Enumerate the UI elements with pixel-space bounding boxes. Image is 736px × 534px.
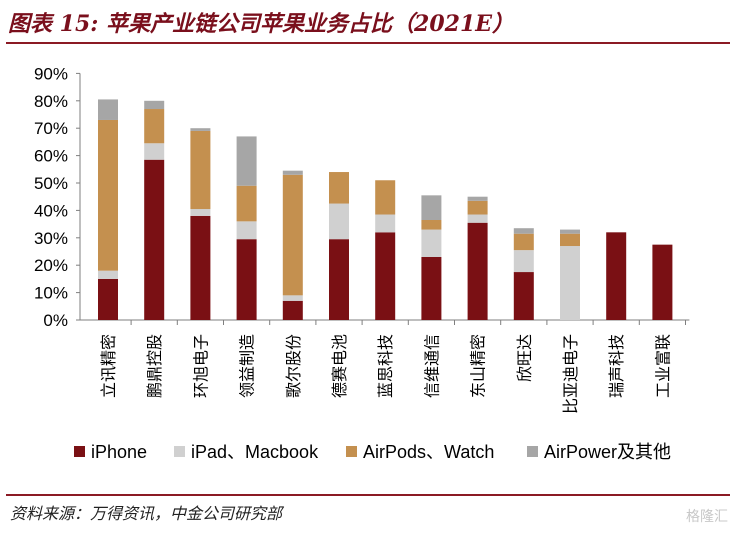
bar-segment: [236, 221, 257, 240]
source-rule: [6, 494, 730, 496]
bar-segment: [190, 215, 211, 320]
bar-segment: [467, 222, 488, 320]
bar-segment: [513, 250, 534, 273]
category-label: 东山精密: [469, 334, 488, 398]
legend: iPhone iPad、Macbook AirPods、Watch AirPower及…: [74, 442, 671, 462]
source-note: 资料来源：万得资讯，中金公司研究部: [10, 504, 283, 523]
category-label: 工业富联: [653, 334, 672, 398]
bar-segment: [513, 228, 534, 234]
y-tick-label: 0%: [43, 311, 68, 330]
category-label: 比亚迪电子: [561, 334, 580, 414]
category-label: 鹏鼎控股: [145, 334, 164, 398]
bar-segment: [236, 239, 257, 320]
bar-segment: [467, 214, 488, 223]
bar-segment: [282, 170, 303, 175]
bar-segment: [98, 99, 118, 120]
y-tick-label: 20%: [34, 256, 68, 275]
legend-label: AirPower及其他: [544, 442, 671, 462]
bar-segment: [236, 136, 257, 186]
bar-segment: [421, 229, 442, 257]
y-tick-label: 60%: [34, 147, 68, 166]
category-label: 欣旺达: [515, 334, 534, 382]
bar-segment: [375, 214, 396, 233]
legend-swatch: [346, 446, 357, 457]
legend-label: iPhone: [91, 442, 147, 462]
bar-segment: [236, 185, 257, 222]
title-rule: [6, 42, 730, 44]
y-tick-label: 70%: [34, 119, 68, 138]
category-label: 领益制造: [238, 334, 257, 398]
category-label: 德赛电池: [330, 334, 349, 398]
y-tick-label: 50%: [34, 174, 68, 193]
bar-segment: [329, 172, 349, 204]
bar-segment: [467, 196, 488, 201]
bar-segment: [190, 209, 211, 216]
legend-swatch: [174, 446, 185, 457]
category-label: 立讯精密: [99, 334, 118, 398]
bar-segment: [144, 100, 165, 110]
bar-segment: [98, 119, 118, 271]
category-label: 歌尔股份: [284, 334, 303, 398]
chart-title: 图表 15: 苹果产业链公司苹果业务占比（2021E）: [8, 11, 515, 37]
y-tick-label: 90%: [34, 64, 68, 83]
bar-segment: [375, 180, 396, 215]
y-tick-label: 40%: [34, 201, 68, 220]
bar-segment: [421, 219, 442, 230]
bar-segment: [190, 128, 211, 131]
category-label-layer: 立讯精密 鹏鼎控股 环旭电子 领益制造 歌尔股份 德赛电池 蓝思科技 信维通信 东山精密 欣旺达 比…: [99, 334, 672, 414]
bar-segment: [282, 174, 303, 296]
category-label: 信维通信: [422, 334, 441, 398]
y-tick-label: 10%: [34, 284, 68, 303]
bar-segment: [513, 233, 534, 251]
bar-segment: [375, 232, 396, 320]
category-label: 环旭电子: [191, 334, 210, 398]
category-label: 蓝思科技: [376, 334, 395, 398]
y-tick-label: 30%: [34, 229, 68, 248]
bar-segment: [560, 229, 580, 234]
bar-segment: [144, 159, 165, 320]
bar-segment: [421, 195, 442, 220]
bar-segment: [98, 270, 118, 279]
bar-segment: [98, 278, 118, 320]
bar-segment: [560, 246, 580, 320]
bar-segment: [329, 203, 349, 240]
legend-swatch: [527, 446, 538, 457]
bar-segment: [282, 300, 303, 320]
bar-segment: [513, 272, 534, 320]
watermark: 格隆汇: [686, 509, 728, 525]
bar-segment: [282, 295, 303, 301]
y-tick-label: 80%: [34, 92, 68, 111]
bar-segment: [144, 109, 165, 144]
bar-segment: [329, 239, 349, 320]
bar-segment: [190, 130, 211, 210]
legend-label: AirPods、Watch: [363, 442, 494, 462]
bar-segment: [144, 143, 165, 160]
category-label: 瑞声科技: [607, 334, 626, 398]
stacked-bar-chart: 0% 10% 20% 30% 40% 50% 60% 70% 80% 90% 立讯精密 鹏鼎控股 环旭…: [34, 64, 690, 462]
bar-segment: [652, 244, 673, 320]
bar-layer: [98, 99, 673, 320]
legend-label: iPad、Macbook: [191, 442, 319, 462]
axis-layer: 0% 10% 20% 30% 40% 50% 60% 70% 80% 90%: [34, 64, 690, 330]
bar-segment: [606, 232, 627, 320]
legend-swatch: [74, 446, 85, 457]
bar-segment: [560, 233, 580, 247]
bar-segment: [467, 200, 488, 215]
bar-segment: [421, 256, 442, 320]
